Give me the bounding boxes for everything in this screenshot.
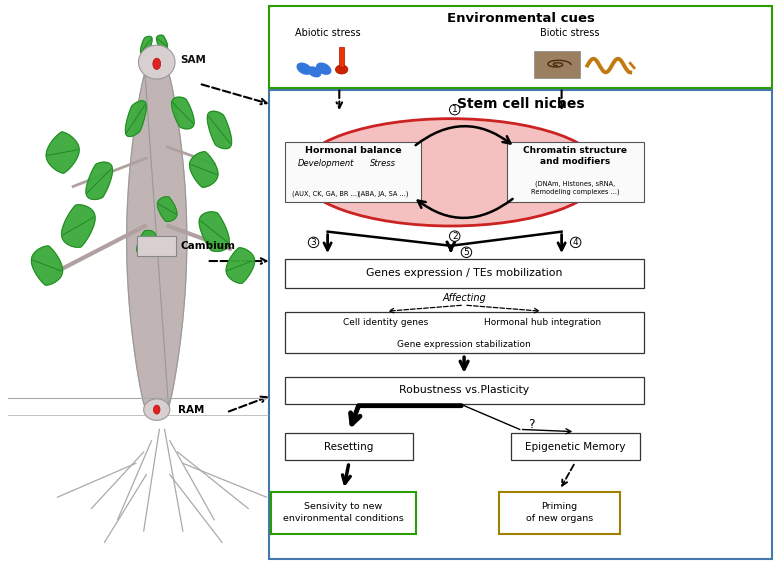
- Text: Abiotic stress: Abiotic stress: [295, 28, 360, 38]
- Text: (ABA, JA, SA ...): (ABA, JA, SA ...): [358, 190, 408, 197]
- FancyBboxPatch shape: [511, 433, 640, 460]
- Text: ?: ?: [528, 418, 534, 432]
- Ellipse shape: [144, 399, 170, 420]
- FancyBboxPatch shape: [285, 259, 644, 288]
- Polygon shape: [297, 63, 311, 74]
- Polygon shape: [157, 35, 168, 50]
- FancyBboxPatch shape: [285, 312, 644, 353]
- Polygon shape: [126, 101, 147, 137]
- Text: Hormonal hub integration: Hormonal hub integration: [484, 318, 601, 327]
- Polygon shape: [226, 247, 254, 283]
- Text: Development: Development: [297, 159, 354, 168]
- Text: Chromatin structure
and modifiers: Chromatin structure and modifiers: [523, 146, 627, 167]
- Text: 4: 4: [573, 238, 579, 247]
- Polygon shape: [317, 63, 331, 74]
- Ellipse shape: [153, 58, 161, 69]
- Ellipse shape: [154, 405, 160, 414]
- Text: 3: 3: [310, 238, 317, 247]
- FancyBboxPatch shape: [269, 6, 772, 88]
- Polygon shape: [308, 67, 321, 77]
- Text: Stress: Stress: [370, 159, 396, 168]
- Polygon shape: [86, 162, 112, 199]
- Text: Epigenetic Memory: Epigenetic Memory: [525, 442, 626, 452]
- Text: (AUX, CK, GA, BR ...): (AUX, CK, GA, BR ...): [292, 190, 360, 197]
- Text: Gene expression stabilization: Gene expression stabilization: [397, 340, 531, 349]
- Circle shape: [335, 65, 348, 74]
- Text: Resetting: Resetting: [324, 442, 374, 452]
- FancyBboxPatch shape: [534, 51, 580, 78]
- FancyBboxPatch shape: [285, 377, 644, 404]
- Text: Cambium: Cambium: [180, 241, 236, 251]
- Text: 1: 1: [452, 105, 458, 114]
- Polygon shape: [172, 97, 194, 129]
- FancyBboxPatch shape: [269, 90, 772, 559]
- Polygon shape: [140, 36, 152, 54]
- Polygon shape: [31, 246, 62, 285]
- Polygon shape: [158, 197, 177, 221]
- Text: 5: 5: [463, 248, 470, 257]
- Text: Environmental cues: Environmental cues: [447, 12, 594, 25]
- Text: SAM: SAM: [180, 55, 206, 66]
- Polygon shape: [190, 152, 218, 188]
- Text: Genes expression / TEs mobilization: Genes expression / TEs mobilization: [366, 268, 562, 279]
- FancyBboxPatch shape: [499, 492, 620, 534]
- FancyBboxPatch shape: [285, 142, 421, 202]
- Text: Sensivity to new
environmental conditions: Sensivity to new environmental condition…: [283, 502, 404, 523]
- Text: RAM: RAM: [178, 405, 204, 415]
- Polygon shape: [207, 111, 232, 149]
- Text: (DNAm, Histones, sRNA,
Remodeling complexes ...): (DNAm, Histones, sRNA, Remodeling comple…: [531, 180, 619, 195]
- FancyBboxPatch shape: [271, 492, 416, 534]
- FancyBboxPatch shape: [339, 47, 344, 67]
- FancyBboxPatch shape: [507, 142, 644, 202]
- Text: Stem cell niches: Stem cell niches: [457, 97, 584, 111]
- Ellipse shape: [139, 45, 175, 79]
- FancyBboxPatch shape: [285, 433, 413, 460]
- Text: Cell identity genes: Cell identity genes: [342, 318, 427, 327]
- Text: Hormonal balance: Hormonal balance: [305, 146, 401, 155]
- FancyBboxPatch shape: [137, 236, 176, 256]
- Text: Biotic stress: Biotic stress: [540, 28, 599, 38]
- Text: 2: 2: [452, 232, 458, 241]
- Text: Robustness vs.Plasticity: Robustness vs.Plasticity: [399, 385, 529, 396]
- Text: Priming
of new organs: Priming of new organs: [526, 502, 594, 523]
- Polygon shape: [126, 73, 186, 407]
- Text: Affecting: Affecting: [442, 293, 486, 303]
- Polygon shape: [136, 231, 156, 255]
- Polygon shape: [46, 132, 79, 173]
- Ellipse shape: [299, 119, 603, 226]
- Polygon shape: [62, 205, 95, 247]
- Polygon shape: [199, 212, 229, 251]
